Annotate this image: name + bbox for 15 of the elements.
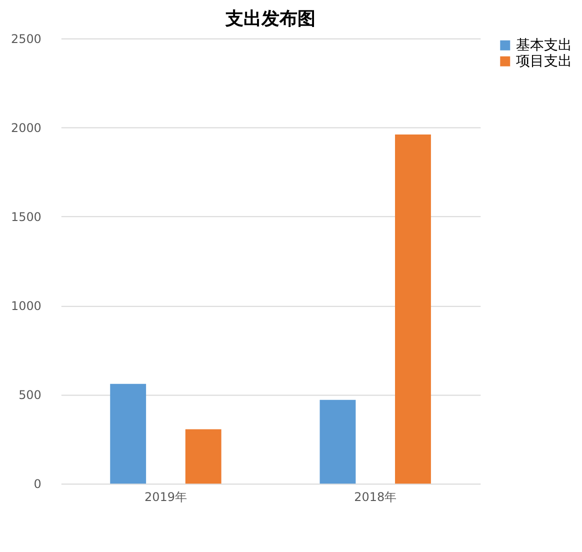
legend-label: 基本支出 [516,37,572,54]
bar [320,400,356,484]
legend-label: 项目支出 [516,53,572,70]
y-tick-label: 2000 [10,120,42,135]
x-tick-label: 2019年 [144,490,187,504]
y-tick-label: 500 [18,388,42,402]
bar [185,429,222,484]
bar [110,384,146,484]
y-tick-label: 1000 [10,299,42,314]
bar [395,134,431,484]
y-tick-label: 2500 [10,32,42,46]
chart-title: 支出发布图 [224,8,316,30]
x-tick-label: 2018年 [354,490,397,504]
y-tick-label: 0 [34,477,42,492]
y-tick-label: 1500 [10,210,42,224]
